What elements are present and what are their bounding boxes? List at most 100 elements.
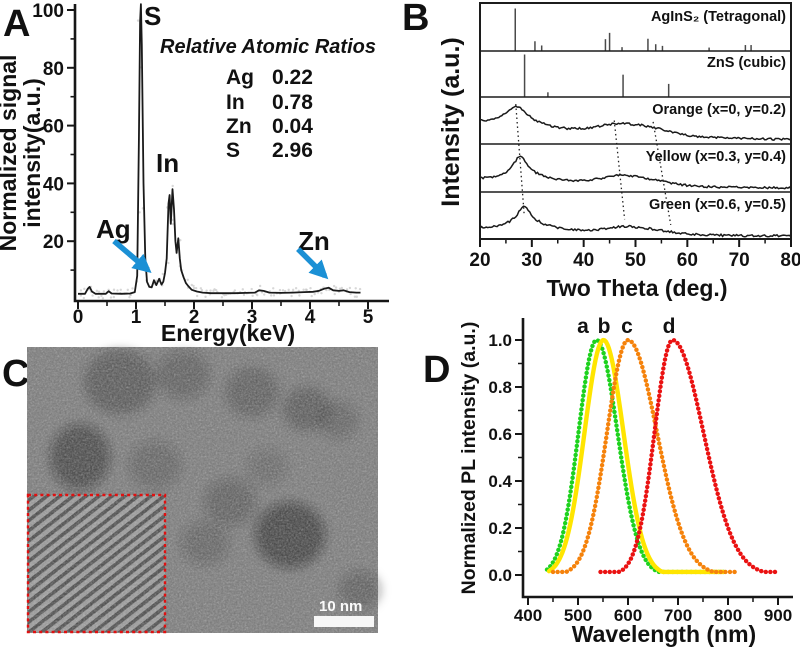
eds-ghost-dot <box>220 296 224 299</box>
eds-ghost-dot <box>290 294 293 298</box>
y-tick-label: 100 <box>32 1 64 22</box>
eds-ghost-dot <box>338 287 342 290</box>
panel-d-ylabel: Normalized PL intensity (a.u.) <box>458 322 480 595</box>
x-tick-label: 900 <box>764 606 792 625</box>
eds-ghost-dot <box>131 287 134 290</box>
eds-ghost-dot <box>171 184 174 188</box>
eds-ghost-dot <box>320 291 323 295</box>
eds-ghost-dot <box>251 294 254 298</box>
eds-ghost-dot <box>82 296 86 300</box>
atomic-ratios-block: Relative Atomic Ratios Ag 0.22 In 0.78 Z… <box>160 36 376 162</box>
zn-arrow-icon <box>296 247 329 280</box>
panel-d-letter: D <box>423 349 450 391</box>
panel-a-ylabel-line2: intensity(a.u.) <box>19 78 45 228</box>
eds-ghost-dot <box>272 287 275 290</box>
x-tick-label: 80 <box>780 250 800 271</box>
peak-label-in: In <box>156 148 179 178</box>
eds-ghost-dot <box>291 288 295 292</box>
ag-arrow-icon <box>112 238 152 274</box>
y-tick-label: 60 <box>43 117 64 138</box>
x-tick-label: 3 <box>247 307 258 328</box>
eds-ghost-dot <box>283 289 287 293</box>
panel-d-plot-area: 400 500 600 700 800 900 0.0 0.2 0.4 0.6 0.8 1.0 <box>488 331 792 625</box>
panel-b-plot-area: 20 30 40 50 60 70 80 <box>469 8 800 271</box>
x-tick-label: 5 <box>363 307 374 328</box>
x-tick-label: 0 <box>73 307 84 328</box>
peak-label-ag: Ag <box>96 214 131 244</box>
eds-ghost-dot <box>353 295 357 298</box>
ratio-element-in: In <box>226 91 245 114</box>
tem-inset-hrtem <box>26 493 167 634</box>
panel-b-letter: B <box>402 0 429 39</box>
scale-bar-label: 10 nm <box>319 598 362 615</box>
eds-ghost-dot <box>205 289 208 292</box>
curve-label-c: c <box>621 315 633 338</box>
eds-ghost-dot <box>345 288 349 291</box>
ratios-title: Relative Atomic Ratios <box>160 36 376 58</box>
x-tick-label: 60 <box>677 250 698 271</box>
eds-ghost-dot <box>95 289 99 293</box>
x-tick-label: 20 <box>469 250 490 271</box>
ratio-value-zn: 0.04 <box>272 115 313 138</box>
eds-ghost-dot <box>91 294 94 297</box>
eds-ghost-dot <box>109 296 113 299</box>
ratio-value-s: 2.96 <box>272 139 313 162</box>
eds-ghost-dot <box>83 287 86 291</box>
eds-ghost-dot <box>204 295 207 299</box>
x-tick-label: 2 <box>189 307 200 328</box>
curve-label-d: d <box>663 315 676 338</box>
eds-ghost-dot <box>79 294 83 297</box>
ratio-value-ag: 0.22 <box>272 66 313 89</box>
eds-ghost-dot <box>302 288 305 291</box>
eds-ghost-dot <box>200 288 204 292</box>
xrd-ref-label-zns: ZnS (cubic) <box>707 55 786 71</box>
eds-ghost-dot <box>354 287 357 290</box>
ratio-element-zn: Zn <box>226 115 252 138</box>
eds-ghost-dot <box>107 288 110 291</box>
y-tick-label: 20 <box>43 232 64 253</box>
panel-d-xlabel: Wavelength (nm) <box>572 621 756 647</box>
panel-a-xlabel: Energy(keV) <box>161 320 295 346</box>
y-tick-label: 1.0 <box>488 331 512 350</box>
eds-ghost-dot <box>100 294 103 298</box>
x-tick-label: 30 <box>521 250 542 271</box>
x-tick-label: 4 <box>305 307 316 328</box>
eds-ghost-dot <box>305 288 308 292</box>
panel-a-axes <box>73 4 389 303</box>
y-tick-label: 40 <box>43 174 64 195</box>
eds-ghost-dot <box>214 288 218 292</box>
eds-ghost-dot <box>269 294 273 297</box>
eds-ghost-dot <box>186 278 189 282</box>
eds-ghost-dot <box>119 288 122 292</box>
panel-c-tem: C <box>2 347 381 634</box>
xrd-curve-label-orange: Orange (x=0, y=0.2) <box>652 102 786 118</box>
eds-ghost-dot <box>209 289 212 292</box>
panel-d-axes <box>521 318 793 599</box>
tem-image: 10 nm <box>26 347 381 634</box>
eds-ghost-dot <box>112 295 116 299</box>
eds-ghost-dot <box>126 288 129 292</box>
x-tick-label: 800 <box>714 606 742 625</box>
panel-a-ylabel-line1: Normalized signal <box>0 55 21 252</box>
eds-ghost-dot <box>79 289 83 292</box>
eds-ghost-dot <box>263 293 266 296</box>
eds-ghost-dot <box>258 284 262 288</box>
eds-ghost-dot <box>190 283 193 287</box>
y-tick-label: 0.6 <box>488 425 512 444</box>
eds-ghost-dot <box>333 292 336 296</box>
pl-curve-d <box>598 337 780 575</box>
eds-ghost-dot <box>298 294 301 297</box>
y-tick-label: 0.0 <box>488 566 512 585</box>
curve-label-b: b <box>598 315 611 338</box>
x-tick-label: 400 <box>514 606 542 625</box>
eds-ghost-dot <box>138 211 141 214</box>
xrd-curve <box>479 205 792 238</box>
panel-b-xrd: B Intensity (a.u.) 20 30 40 50 60 70 80 AgInS₂… <box>402 0 800 301</box>
eds-ghost-dot <box>260 291 264 294</box>
eds-ghost-dot <box>167 261 170 265</box>
panel-c-letter: C <box>2 353 29 395</box>
eds-ghost-dot <box>313 292 316 296</box>
xrd-curve <box>479 105 792 142</box>
eds-ghost-dot <box>250 287 253 291</box>
